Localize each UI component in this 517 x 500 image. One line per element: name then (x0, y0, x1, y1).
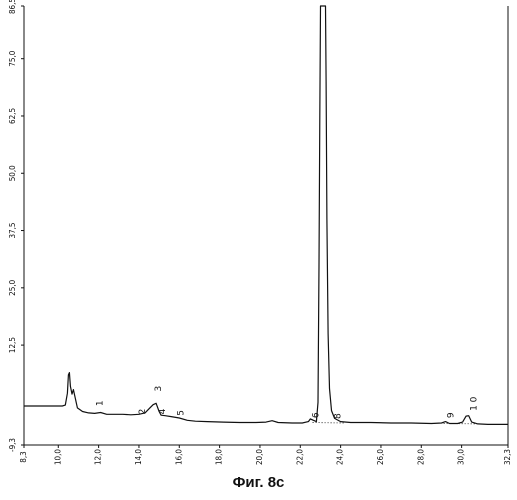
peak-label: 6 (311, 412, 321, 418)
x-tick-label: 8,3 (19, 451, 28, 462)
chromatogram-trace (24, 6, 508, 424)
y-tick-label: 75,0 (8, 50, 17, 66)
x-tick-label: 28,0 (416, 449, 425, 465)
x-tick-label: 26,0 (376, 449, 385, 465)
x-tick-label: 12,0 (94, 449, 103, 465)
peak-label: 3 (154, 386, 164, 392)
peak-label: 8 (334, 413, 344, 419)
y-tick-label: 50,0 (8, 165, 17, 181)
x-tick-label: 30,0 (457, 449, 466, 465)
peak-labels: 1 2 3 4 5 6 8 9 1 0 (96, 386, 480, 419)
x-tick-label: 14,0 (134, 449, 143, 465)
x-tick-label: 10,0 (53, 449, 62, 465)
peak-label: 4 (158, 408, 168, 414)
chromatogram-chart: 86,5 75,0 62,5 50,0 37,5 25,0 12,5 -9,38,3 10,0 1… (0, 0, 517, 470)
peak-label: 2 (138, 409, 148, 415)
y-tick-label: 12,5 (8, 337, 17, 353)
y-tick-label: 37,5 (8, 223, 17, 239)
x-tick-label: 20,0 (255, 449, 264, 465)
x-tick-label: 18,0 (215, 449, 224, 465)
y-tick-label: -9,3 (8, 438, 17, 452)
x-tick-label: 24,0 (336, 449, 345, 465)
peak-label: 1 (96, 400, 106, 406)
y-tick-label: 86,5 (8, 0, 17, 14)
peak-label: 5 (176, 410, 186, 416)
axes (24, 6, 508, 445)
y-tick-label: 25,0 (8, 279, 17, 295)
x-tick-label: 22,0 (295, 449, 304, 465)
peak-label: 1 0 (470, 396, 480, 411)
y-tick-label: 62,5 (8, 108, 17, 124)
x-tick-label: 16,0 (174, 449, 183, 465)
x-tick-label: 32,3 (503, 449, 512, 465)
figure-caption: Фиг. 8с (0, 474, 517, 491)
series-line (24, 6, 508, 424)
ticks: 86,5 75,0 62,5 50,0 37,5 25,0 12,5 -9,38,3 10,0 1… (8, 0, 512, 465)
peak-label: 9 (447, 412, 457, 418)
